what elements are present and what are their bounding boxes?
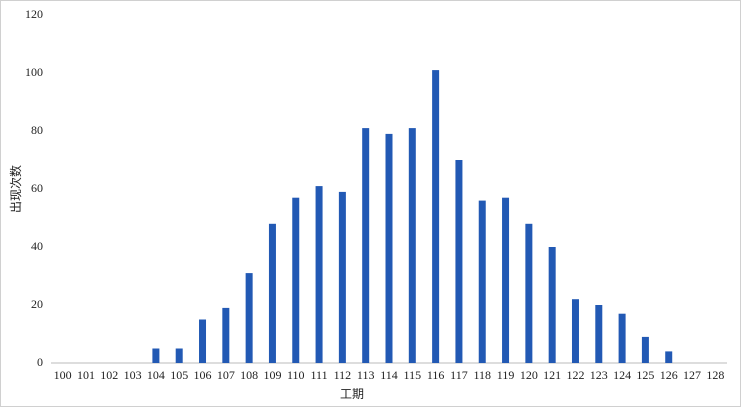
y-tick-label: 100 (25, 65, 43, 79)
x-tick-label: 110 (287, 368, 305, 382)
x-tick-label: 125 (636, 368, 654, 382)
x-tick-label: 106 (194, 368, 212, 382)
bar (455, 160, 463, 363)
y-tick-label: 0 (37, 355, 43, 369)
x-tick-label: 111 (311, 368, 328, 382)
x-tick-label: 116 (427, 368, 445, 382)
y-tick-label: 20 (31, 297, 43, 311)
x-tick-label: 103 (124, 368, 142, 382)
x-tick-label: 102 (100, 368, 118, 382)
y-tick-label: 80 (31, 123, 43, 137)
y-tick-label: 40 (31, 239, 43, 253)
x-axis-title: 工期 (340, 387, 364, 401)
x-tick-label: 120 (520, 368, 538, 382)
x-tick-label: 128 (706, 368, 724, 382)
x-tick-label: 114 (380, 368, 398, 382)
bar (641, 336, 649, 363)
bar (175, 348, 183, 363)
x-tick-label: 121 (543, 368, 561, 382)
bar (665, 351, 673, 363)
y-tick-label: 120 (25, 7, 43, 21)
bar (292, 197, 300, 363)
x-tick-label: 124 (613, 368, 631, 382)
x-tick-label: 117 (450, 368, 468, 382)
x-tick-label: 118 (473, 368, 491, 382)
x-tick-label: 107 (217, 368, 235, 382)
bar (595, 305, 603, 363)
bar (268, 223, 276, 363)
bar (199, 319, 207, 363)
x-tick-label: 104 (147, 368, 165, 382)
x-tick-label: 109 (263, 368, 281, 382)
bar (502, 197, 510, 363)
x-tick-label: 112 (334, 368, 352, 382)
x-tick-label: 122 (566, 368, 584, 382)
bar (315, 186, 323, 363)
bar (571, 299, 579, 363)
x-tick-label: 123 (590, 368, 608, 382)
y-tick-label: 60 (31, 181, 43, 195)
bar (222, 307, 230, 363)
bar (245, 273, 253, 363)
x-tick-label: 101 (77, 368, 95, 382)
bar (362, 128, 370, 363)
x-tick-label: 126 (660, 368, 678, 382)
bar (618, 313, 626, 363)
bar (338, 191, 346, 363)
bar (478, 200, 486, 363)
x-tick-label: 127 (683, 368, 701, 382)
x-tick-label: 119 (497, 368, 515, 382)
bar (432, 70, 440, 363)
x-tick-label: 105 (170, 368, 188, 382)
bar (385, 133, 393, 363)
x-tick-label: 113 (357, 368, 375, 382)
bar (548, 247, 556, 363)
bar (152, 348, 160, 363)
x-tick-label: 115 (404, 368, 422, 382)
bar (525, 223, 533, 363)
y-axis-title: 出现次数 (8, 165, 23, 213)
x-tick-label: 100 (54, 368, 72, 382)
x-tick-label: 108 (240, 368, 258, 382)
bar (408, 128, 416, 363)
